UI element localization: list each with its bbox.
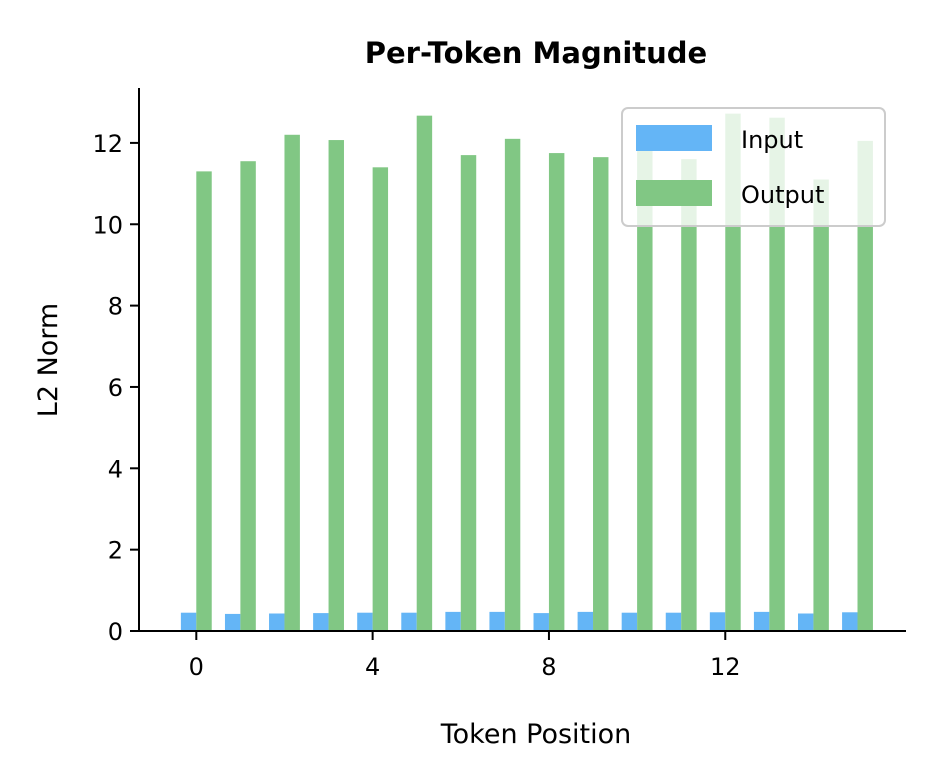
x-tick-label-12: 12 xyxy=(710,653,741,681)
output-bar-13 xyxy=(769,117,785,631)
chart-title: Per-Token Magnitude xyxy=(365,36,707,70)
output-bar-10 xyxy=(637,144,653,631)
y-ticks: 0 2 4 6 8 10 12 xyxy=(92,130,139,646)
input-bar-2 xyxy=(269,613,285,631)
output-bar-7 xyxy=(504,138,521,631)
output-bar-1 xyxy=(240,161,256,631)
output-bar-3 xyxy=(328,140,344,631)
legend-label-input: Input xyxy=(741,126,803,154)
input-bar-15 xyxy=(842,612,858,631)
output-bar-2 xyxy=(284,134,300,631)
input-bar-10 xyxy=(621,612,638,631)
input-bar-5 xyxy=(401,612,417,631)
bars-group xyxy=(180,113,873,632)
input-bar-1 xyxy=(224,613,241,631)
input-bar-6 xyxy=(445,611,461,631)
input-bar-7 xyxy=(489,611,505,631)
legend-label-output: Output xyxy=(741,181,824,209)
y-tick-label-0: 0 xyxy=(108,618,123,646)
y-axis-label: L2 Norm xyxy=(33,303,64,417)
output-bar-4 xyxy=(372,167,389,631)
input-bar-8 xyxy=(533,613,549,631)
y-tick-label-12: 12 xyxy=(92,130,123,158)
input-bar-13 xyxy=(753,611,770,631)
legend-swatch-output xyxy=(636,180,712,206)
output-bar-12 xyxy=(725,113,741,632)
input-bar-3 xyxy=(313,613,329,631)
output-bar-15 xyxy=(857,140,873,631)
y-tick-label-4: 4 xyxy=(108,455,123,483)
input-bar-14 xyxy=(798,613,814,631)
legend: Input Output xyxy=(621,107,886,227)
x-axis-label: Token Position xyxy=(440,719,632,750)
output-bar-11 xyxy=(681,159,697,631)
y-tick-label-10: 10 xyxy=(92,211,123,239)
output-bar-9 xyxy=(593,157,609,631)
input-bar-4 xyxy=(357,612,373,631)
input-bar-0 xyxy=(180,612,197,631)
input-bar-9 xyxy=(577,611,594,631)
output-bar-6 xyxy=(460,155,477,632)
x-ticks: 0 4 8 12 xyxy=(189,631,741,681)
output-bar-8 xyxy=(548,153,565,631)
legend-swatch-input xyxy=(636,125,712,151)
x-tick-label-8: 8 xyxy=(541,653,556,681)
output-bar-0 xyxy=(196,171,212,631)
input-bar-12 xyxy=(709,612,726,631)
input-bar-11 xyxy=(665,612,682,631)
x-tick-label-0: 0 xyxy=(189,653,204,681)
output-bar-5 xyxy=(416,115,433,631)
y-tick-label-6: 6 xyxy=(108,374,123,402)
y-tick-label-2: 2 xyxy=(108,537,123,565)
output-bar-14 xyxy=(813,179,829,631)
x-tick-label-4: 4 xyxy=(365,653,380,681)
y-tick-label-8: 8 xyxy=(108,293,123,321)
